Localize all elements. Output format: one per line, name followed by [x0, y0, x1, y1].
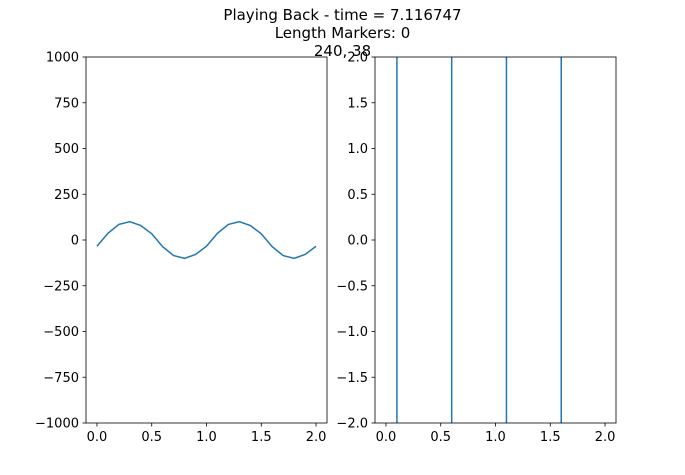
x-tick-label: 1.5	[540, 430, 561, 445]
series-line-0-0	[96, 220, 317, 260]
y-tick-label: 1000	[46, 51, 79, 66]
series-line-1-0	[396, 57, 562, 423]
x-tick-label: 1.0	[485, 430, 506, 445]
y-tick-label: −0.5	[336, 279, 368, 294]
y-tick-label: 1.5	[347, 96, 368, 111]
axes-frame	[374, 56, 617, 424]
y-tick-label: −1000	[35, 417, 79, 432]
y-tick-label: 250	[54, 188, 79, 203]
y-tick-label: 0.0	[347, 234, 368, 249]
y-tick-label: 0.5	[347, 188, 368, 203]
y-tick-label: 2.0	[347, 51, 368, 66]
x-tick-label: 0.0	[87, 430, 108, 445]
left-axes: 0.0 0.5 1.0 1.5 2.0 1000 750 500 250 0 −250 −500 −75…	[35, 51, 328, 445]
x-tick-label: 2.0	[306, 430, 327, 445]
y-tick-label: −250	[43, 279, 79, 294]
right-axes: 0.0 0.5 1.0 1.5 2.0 2.0 1.5 1.0 0.5 0.0 −0.5 −1.0 −1…	[336, 51, 617, 445]
axes-frame	[85, 56, 328, 424]
x-tick-label: 1.0	[196, 430, 217, 445]
x-tick-label: 2.0	[595, 430, 616, 445]
y-tick-label: −1.0	[336, 325, 368, 340]
figure-title-line-2: Length Markers: 0	[274, 24, 411, 42]
y-tick-label: 1.0	[347, 142, 368, 157]
x-tick-label: 0.0	[376, 430, 397, 445]
x-tick-label: 0.5	[430, 430, 451, 445]
y-tick-label: −1.5	[336, 371, 368, 386]
y-tick-label: 0	[71, 234, 79, 249]
figure-title-line-3: 240, 38	[313, 42, 372, 60]
y-tick-label: 500	[54, 142, 79, 157]
y-tick-label: −750	[43, 371, 79, 386]
x-tick-label: 1.5	[251, 430, 272, 445]
x-tick-label: 0.5	[141, 430, 162, 445]
y-tick-label: −2.0	[336, 417, 368, 432]
y-tick-label: 750	[54, 96, 79, 111]
y-tick-label: −500	[43, 325, 79, 340]
figure-title-line-1: Playing Back - time = 7.116747	[223, 6, 462, 24]
